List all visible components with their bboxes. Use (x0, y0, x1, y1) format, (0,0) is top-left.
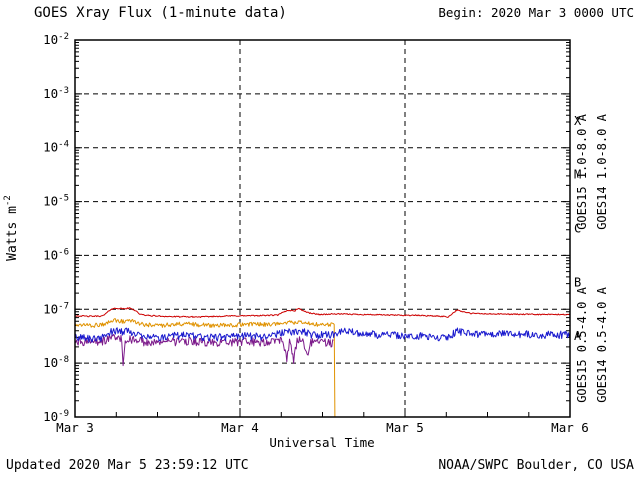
svg-text:10-4: 10-4 (43, 140, 69, 155)
series-line-goes14-1-0-8-0-a (75, 318, 336, 417)
legend-label-goes14-0-5-4-0-a: GOES14 0.5-4.0 A (595, 286, 609, 402)
x-axis-title: Universal Time (269, 435, 374, 450)
flare-class-labels: X M C B A (574, 114, 582, 343)
grid-lines (75, 40, 570, 417)
svg-text:10-8: 10-8 (43, 355, 69, 370)
legend-label-goes15-1-0-8-0-a: GOES15 1.0-8.0 A (575, 113, 589, 229)
chart-title: GOES Xray Flux (1-minute data) (34, 5, 287, 21)
svg-text:10-7: 10-7 (43, 301, 69, 316)
series-line-goes15-1-0-8-0-a (75, 307, 570, 318)
svg-text:10-3: 10-3 (43, 86, 69, 101)
svg-text:10-5: 10-5 (43, 194, 69, 209)
svg-text:Mar 5: Mar 5 (386, 420, 424, 435)
footer-updated: Updated 2020 Mar 5 23:59:12 UTC (6, 458, 249, 473)
svg-text:Watts m-2: Watts m-2 (3, 195, 20, 261)
series-line-goes15-0-5-4-0-a (75, 327, 570, 343)
svg-text:Mar 6: Mar 6 (551, 420, 589, 435)
legend-label-goes15-0-5-4-0-a: GOES15 0.5-4.0 A (575, 286, 589, 402)
svg-text:M: M (574, 168, 581, 182)
svg-text:10-9: 10-9 (43, 409, 69, 424)
begin-label: Begin: 2020 Mar 3 0000 UTC (438, 5, 634, 20)
svg-text:C: C (574, 222, 581, 236)
x-tick-labels: Mar 3 Mar 4 Mar 5 Mar 6 (56, 420, 589, 435)
svg-text:X: X (574, 114, 582, 128)
axis-ticks (74, 39, 571, 418)
svg-text:B: B (574, 275, 581, 289)
plot-frame (74, 39, 571, 418)
legend-label-goes14-1-0-8-0-a: GOES14 1.0-8.0 A (595, 113, 609, 229)
series-lines (75, 307, 570, 417)
y-axis-title: Watts m-2 (3, 195, 20, 261)
svg-text:10-2: 10-2 (43, 32, 69, 47)
svg-text:10-6: 10-6 (43, 247, 69, 262)
series-line-goes14-0-5-4-0-a (75, 333, 334, 367)
footer-source: NOAA/SWPC Boulder, CO USA (438, 458, 634, 473)
svg-text:Mar 4: Mar 4 (221, 420, 259, 435)
legend-labels: GOES15 1.0-8.0 A GOES14 1.0-8.0 A GOES15 0… (575, 113, 609, 402)
svg-text:Mar 3: Mar 3 (56, 420, 94, 435)
y-tick-labels: 10-2 10-3 10-4 10-5 10-6 10-7 10-8 10-9 (43, 32, 69, 424)
svg-text:A: A (574, 329, 582, 343)
